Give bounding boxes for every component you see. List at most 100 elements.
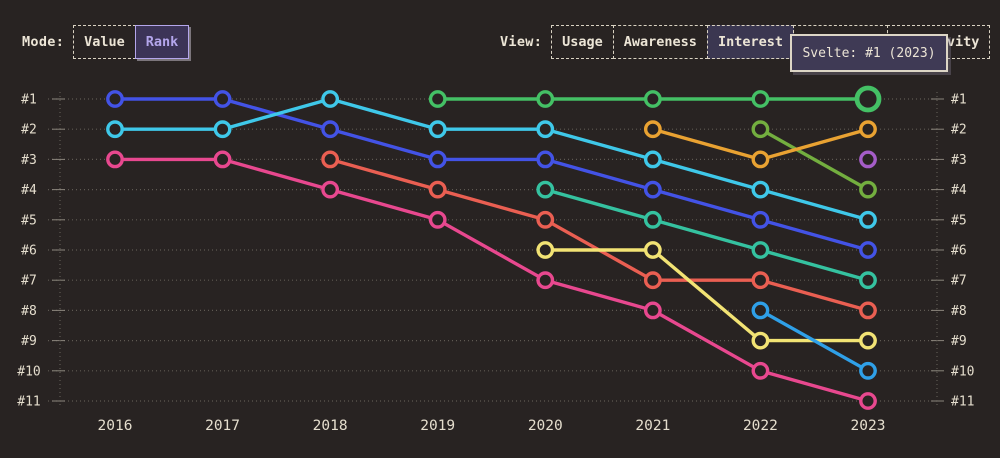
point-tomato[interactable] [643,271,662,290]
series-tomato[interactable] [321,150,877,320]
point-royal-blue[interactable] [751,210,770,229]
rank-label-right: #6 [951,244,967,259]
point-amber[interactable] [643,120,662,139]
year-label: 2022 [743,418,778,434]
series-pink[interactable] [106,150,877,410]
point-pink[interactable] [106,150,124,169]
year-label: 2016 [98,418,133,434]
point-sky-blue[interactable] [859,361,877,380]
point-royal-blue[interactable] [859,241,877,259]
rank-label-right: #4 [951,183,967,198]
rank-label-left: #4 [21,183,37,198]
point-tomato[interactable] [321,150,340,169]
rank-label-right: #8 [951,304,967,319]
point-tomato[interactable] [751,271,770,290]
series-yellow[interactable] [536,241,877,350]
point-cyan[interactable] [321,90,340,108]
point-svelte[interactable] [428,90,447,108]
axis-labels: #1 #1 #2 #2 #3 #3 #4 #4 #5 #5 #6 #6 #7 #7 #8 #8 #9 #9 #10 #… [17,93,974,435]
view-interest-button[interactable]: Interest [706,25,794,59]
year-label: 2020 [528,418,563,434]
mode-rank-button[interactable]: Rank [134,25,190,59]
series-svelte[interactable] [428,85,882,113]
point-pink[interactable] [751,361,770,380]
point-cyan[interactable] [859,210,877,229]
point-pink[interactable] [213,150,232,169]
view-label: View: [500,34,543,50]
rank-label-right: #1 [951,93,967,108]
point-royal-blue[interactable] [428,150,447,169]
rank-label-right: #5 [951,213,967,228]
point-yellow[interactable] [536,241,555,259]
point-pink[interactable] [321,180,340,199]
tooltip-text: Svelte: #1 (2023) [802,45,936,61]
point-royal-blue[interactable] [106,90,124,108]
mode-toggle: Mode: Value Rank [22,25,190,59]
point-royal-blue[interactable] [213,90,232,108]
point-purple[interactable] [859,150,877,169]
rank-label-left: #9 [21,334,37,349]
point-royal-blue[interactable] [643,180,662,199]
point-sky-blue[interactable] [751,301,770,320]
year-label: 2019 [420,418,455,434]
point-pink[interactable] [428,210,447,229]
mode-value-button[interactable]: Value [73,25,136,59]
point-amber[interactable] [859,120,877,139]
rank-label-right: #7 [951,274,967,289]
rank-label-left: #10 [17,364,40,379]
view-usage-button[interactable]: Usage [551,25,614,59]
rank-label-right: #9 [951,334,967,349]
point-tomato[interactable] [859,301,877,320]
rank-label-left: #1 [21,93,37,108]
rank-label-left: #3 [21,153,37,168]
mode-label: Mode: [22,34,65,50]
point-svelte[interactable] [643,90,662,108]
point-teal[interactable] [536,180,555,199]
point-cyan[interactable] [751,180,770,199]
point-amber[interactable] [751,150,770,169]
rank-label-right: #11 [951,395,974,410]
point-cyan[interactable] [643,150,662,169]
series-purple[interactable] [859,150,877,169]
hover-tooltip: Svelte: #1 (2023) [790,34,948,72]
rank-label-left: #11 [17,395,40,410]
point-pink[interactable] [643,301,662,320]
point-royal-blue[interactable] [321,120,340,139]
rank-label-left: #8 [21,304,37,319]
year-label: 2021 [635,418,670,434]
series-teal[interactable] [536,180,877,290]
series-olive-green[interactable] [751,120,877,199]
point-svelte[interactable] [536,90,555,108]
point-olive-green[interactable] [859,180,877,199]
point-cyan[interactable] [106,120,124,139]
point-yellow[interactable] [643,241,662,259]
rank-label-right: #3 [951,153,967,168]
point-teal[interactable] [643,210,662,229]
year-label: 2018 [313,418,348,434]
point-cyan[interactable] [536,120,555,139]
point-yellow[interactable] [859,331,877,350]
point-svelte[interactable] [751,90,770,108]
point-yellow[interactable] [751,331,770,350]
point-tomato[interactable] [428,180,447,199]
point-cyan[interactable] [213,120,232,139]
series-royal-blue[interactable] [106,90,877,259]
series-cyan[interactable] [106,90,877,229]
point-royal-blue[interactable] [536,150,555,169]
point-teal[interactable] [751,241,770,259]
series-sky-blue[interactable] [751,301,877,380]
rank-label-left: #2 [21,123,37,138]
point-pink[interactable] [536,271,555,290]
view-awareness-button[interactable]: Awareness [612,25,708,59]
year-label: 2023 [851,418,886,434]
point-pink[interactable] [859,392,877,410]
point-olive-green[interactable] [751,120,770,139]
point-teal[interactable] [859,271,877,290]
series-amber[interactable] [643,120,877,169]
year-label: 2017 [205,418,240,434]
point-svelte[interactable] [854,85,882,113]
point-tomato[interactable] [536,210,555,229]
point-cyan[interactable] [428,120,447,139]
